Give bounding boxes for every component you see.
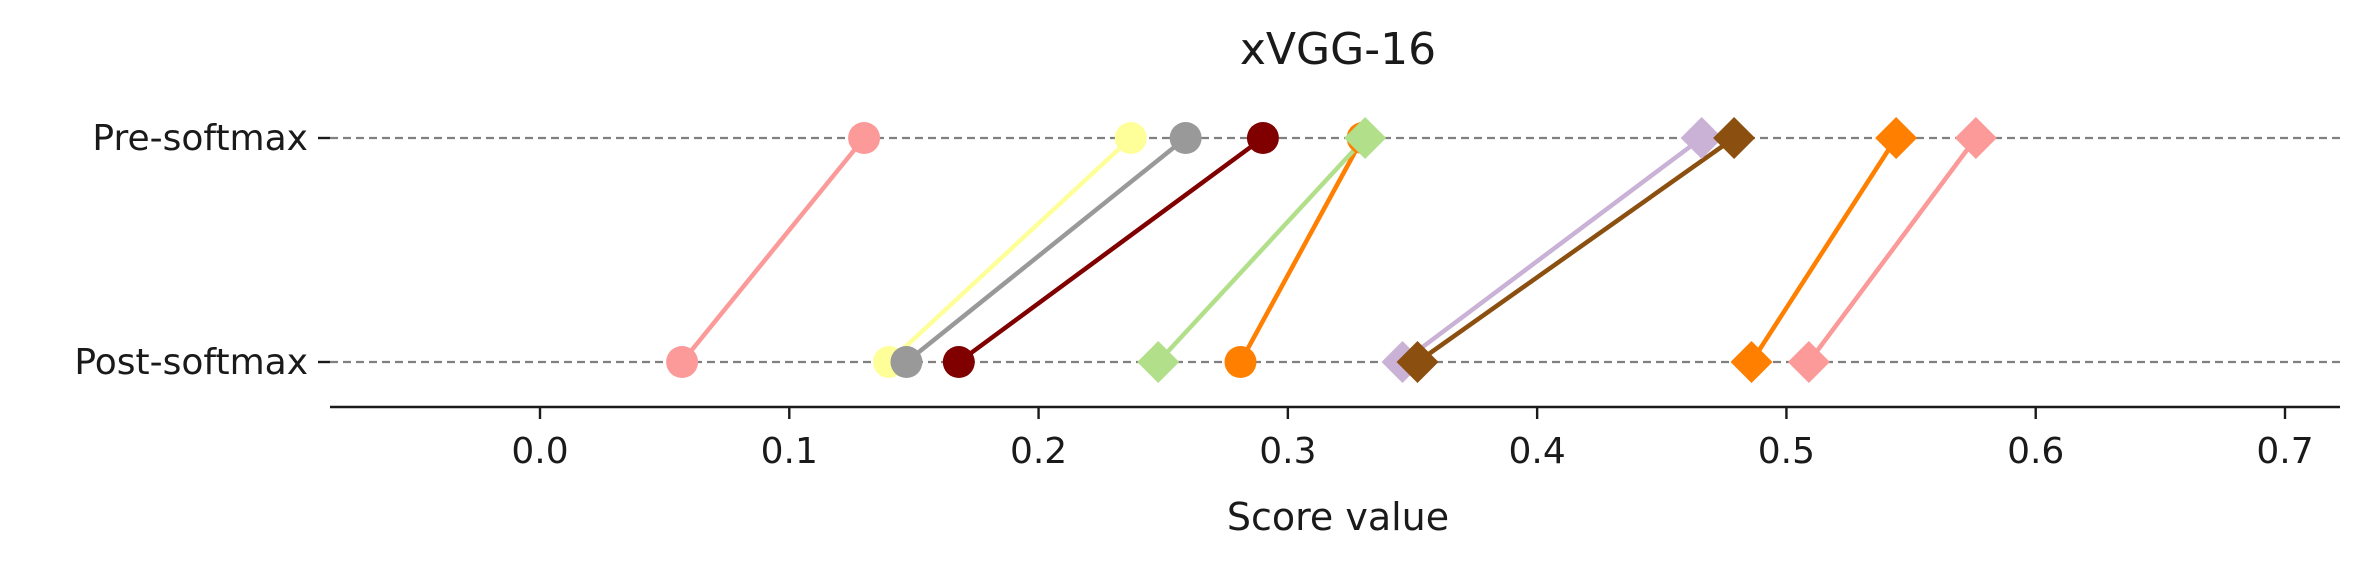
series-line-4 [1238,135,1365,365]
series-line-7 [1415,135,1737,365]
pre-softmax-marker-1 [1114,122,1147,154]
y-tick-label: Post-softmax [74,342,308,383]
x-tick-label: 0.6 [2007,431,2064,472]
pre-softmax-marker-9 [1954,117,1997,159]
series-markers [666,117,1997,383]
pre-softmax-marker-5 [1344,117,1387,159]
gridlines [330,136,2340,364]
pre-softmax-marker-8 [1875,117,1918,159]
y-axis: Pre-softmax Post-softmax [74,118,330,383]
pre-softmax-marker-0 [848,122,881,154]
series-line-0 [679,135,867,365]
x-axis: 0.0 0.1 0.2 0.3 0.4 0.5 0.6 0.7 [330,405,2340,472]
post-softmax-marker-7 [1396,341,1439,383]
series-line-8 [1749,135,1899,365]
x-tick-label: 0.4 [1509,431,1566,472]
pre-softmax-marker-7 [1713,117,1756,159]
x-axis-label: Score value [1227,495,1449,539]
post-softmax-marker-9 [1787,341,1830,383]
series-line-6 [1400,135,1704,365]
post-softmax-marker-3 [942,346,975,378]
y-tick-label: Pre-softmax [92,118,308,159]
chart-title: xVGG-16 [1240,24,1436,75]
pre-softmax-marker-2 [1169,122,1202,154]
post-softmax-marker-2 [890,346,923,378]
post-softmax-marker-0 [666,346,699,378]
x-tick-label: 0.1 [761,431,818,472]
series-line-5 [1155,135,1368,365]
x-tick-label: 0.0 [511,431,568,472]
x-tick-label: 0.5 [1758,431,1815,472]
series-line-2 [904,135,1188,365]
pre-softmax-marker-3 [1246,122,1279,154]
x-tick-label: 0.7 [2256,431,2313,472]
series-line-1 [886,135,1134,365]
post-softmax-marker-8 [1730,341,1773,383]
series-line-3 [956,135,1266,365]
x-tick-label: 0.3 [1259,431,1316,472]
x-tick-label: 0.2 [1010,431,1067,472]
series-line-9 [1806,135,1979,365]
post-softmax-marker-5 [1137,341,1180,383]
pre-softmax-marker-6 [1680,117,1723,159]
series-lines [679,135,1979,365]
post-softmax-marker-4 [1224,346,1257,378]
